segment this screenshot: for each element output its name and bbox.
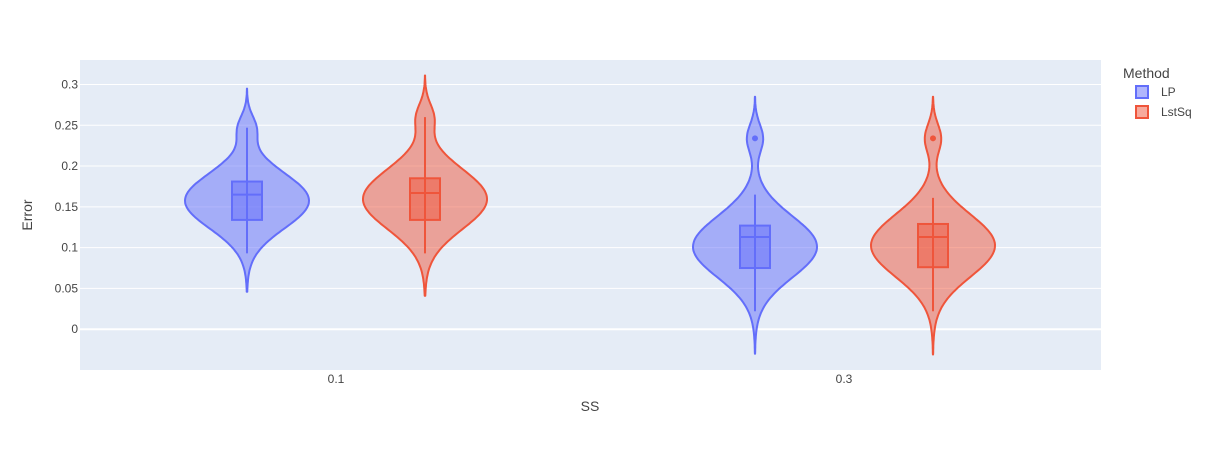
y-tick-label: 0 [71, 322, 78, 336]
x-tick-labels: 0.1 0.3 [328, 372, 853, 386]
legend-swatch [1135, 85, 1149, 99]
legend-swatch [1135, 105, 1149, 119]
x-tick-label: 0.3 [836, 372, 853, 386]
legend-label: LP [1161, 85, 1176, 99]
legend-label: LstSq [1161, 105, 1192, 119]
iqr-box [739, 224, 771, 270]
legend: Method LP LstSq [1123, 65, 1192, 119]
iqr-box [409, 177, 441, 221]
y-tick-labels: 0 0.05 0.1 0.15 0.2 0.25 0.3 [55, 77, 79, 336]
y-axis-title: Error [19, 199, 35, 230]
y-tick-label: 0.05 [55, 281, 79, 295]
outlier-point [752, 135, 758, 142]
violins [184, 74, 996, 356]
legend-title: Method [1123, 65, 1170, 81]
y-tick-label: 0.3 [61, 77, 78, 91]
y-tick-label: 0.2 [61, 159, 78, 173]
legend-items: LP LstSq [1135, 85, 1192, 119]
outlier-point [930, 135, 936, 142]
y-tick-label: 0.15 [55, 200, 79, 214]
y-tick-label: 0.1 [61, 241, 78, 255]
y-tick-label: 0.25 [55, 118, 79, 132]
iqr-box [917, 222, 949, 269]
iqr-box [231, 180, 263, 221]
x-tick-label: 0.1 [328, 372, 345, 386]
x-axis-title: SS [581, 398, 600, 414]
